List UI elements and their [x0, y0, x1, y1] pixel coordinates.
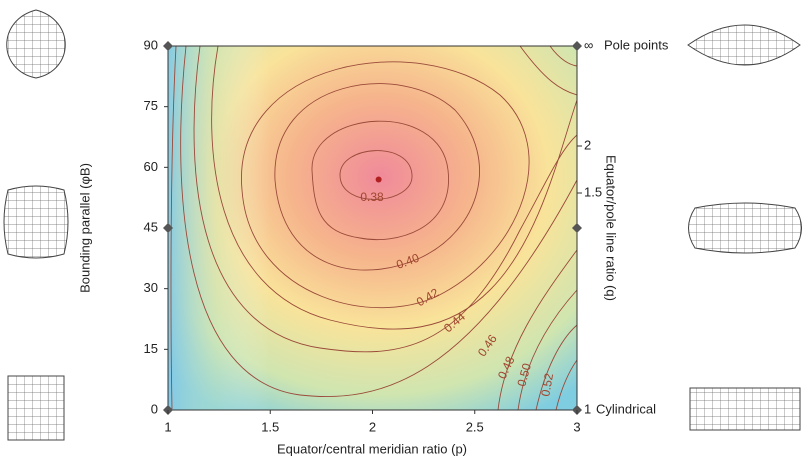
y2-axis-label: Equator/pole line ratio (q)	[604, 155, 619, 301]
edge-marker	[572, 223, 582, 233]
surface	[168, 46, 577, 410]
y2-tick-label: 1.5	[584, 184, 602, 199]
edge-marker	[163, 41, 173, 51]
y-tick-label: 30	[144, 280, 158, 295]
contour-label: 0.50	[514, 361, 534, 387]
x-tick-label: 2.5	[466, 419, 484, 434]
annotation: Pole points	[604, 37, 669, 52]
y2-tick-label: 2	[584, 137, 591, 152]
minimum-point	[375, 176, 382, 183]
edge-marker	[572, 41, 582, 51]
contour-label: 0.52	[538, 372, 556, 398]
annotation: Cylindrical	[596, 401, 656, 416]
edge-marker	[163, 223, 173, 233]
y-axis-label: Bounding parallel (φB)	[77, 163, 92, 293]
y-tick-label: 45	[144, 219, 158, 234]
x-tick-label: 1	[164, 419, 171, 434]
contour-label: 0.38	[360, 190, 384, 204]
x-tick-label: 1.5	[261, 419, 279, 434]
y2-tick-label: 1	[584, 401, 591, 416]
y-tick-label: 60	[144, 159, 158, 174]
y2-tick-label: ∞	[584, 37, 593, 52]
x-tick-label: 2	[369, 419, 376, 434]
y-tick-label: 75	[144, 98, 158, 113]
x-axis-label: Equator/central meridian ratio (p)	[277, 441, 467, 456]
projection-icons	[3, 9, 802, 441]
y-tick-label: 0	[151, 401, 158, 416]
x-tick-label: 3	[573, 419, 580, 434]
y-tick-label: 15	[144, 341, 158, 356]
y-tick-label: 90	[144, 37, 158, 52]
